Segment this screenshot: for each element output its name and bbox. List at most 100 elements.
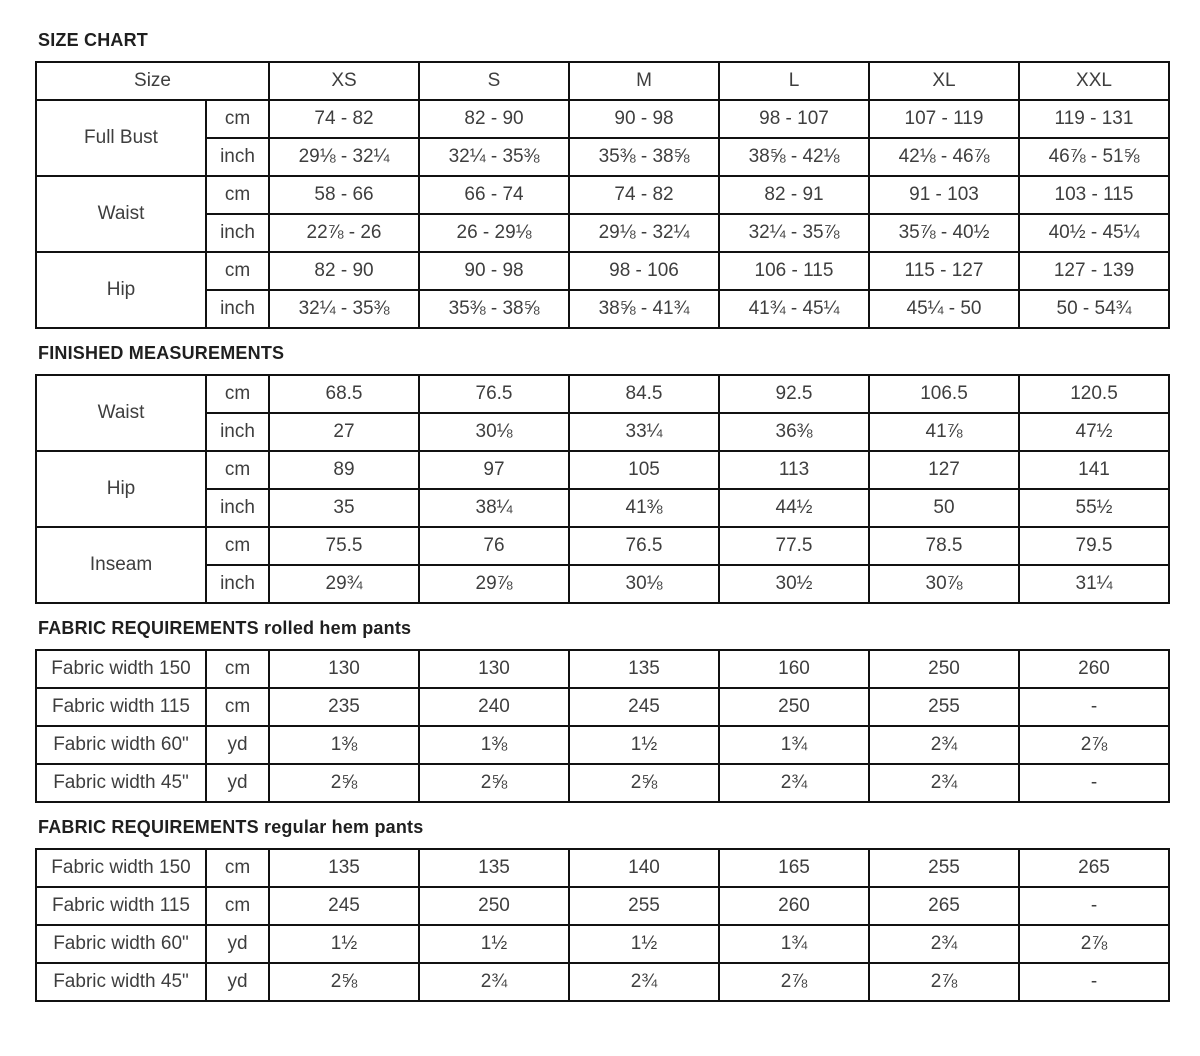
value-cell: 75.5 bbox=[268, 526, 420, 566]
value-cell: 255 bbox=[868, 687, 1020, 727]
value-cell: 76.5 bbox=[418, 374, 570, 414]
value-cell: 245 bbox=[568, 687, 720, 727]
value-cell: 38⅝ - 41¾ bbox=[568, 289, 720, 329]
value-cell: 135 bbox=[418, 848, 570, 888]
value-cell: 29⅛ - 32¼ bbox=[268, 137, 420, 177]
value-cell: 250 bbox=[718, 687, 870, 727]
value-cell: 1¾ bbox=[718, 924, 870, 964]
unit-label: inch bbox=[205, 412, 270, 452]
value-cell: 38⅝ - 42⅛ bbox=[718, 137, 870, 177]
value-cell: 41⅞ bbox=[868, 412, 1020, 452]
unit-label: cm bbox=[205, 251, 270, 291]
unit-label: cm bbox=[205, 450, 270, 490]
value-cell: 68.5 bbox=[268, 374, 420, 414]
value-cell: 47½ bbox=[1018, 412, 1170, 452]
value-cell: 30⅛ bbox=[568, 564, 720, 604]
value-cell: 2⅞ bbox=[868, 962, 1020, 1002]
measurement-label: Inseam bbox=[35, 526, 207, 604]
section-title: FABRIC REQUIREMENTS regular hem pants bbox=[38, 817, 1168, 837]
value-cell: 76.5 bbox=[568, 526, 720, 566]
section-size-chart: SIZE CHART Size XS S M L XL XXL Full Bust cm 74 -… bbox=[35, 30, 1170, 329]
fabric-width-label: Fabric width 45" bbox=[35, 962, 207, 1002]
value-cell: 32¼ - 35⅞ bbox=[718, 213, 870, 253]
value-cell: 46⅞ - 51⅝ bbox=[1018, 137, 1170, 177]
value-cell: 42⅛ - 46⅞ bbox=[868, 137, 1020, 177]
unit-label: cm bbox=[205, 687, 270, 727]
fabric-width-label: Fabric width 150 bbox=[35, 848, 207, 888]
value-cell: 36⅜ bbox=[718, 412, 870, 452]
value-cell: 55½ bbox=[1018, 488, 1170, 528]
size-header-row: Size XS S M L XL XXL bbox=[35, 61, 1170, 101]
value-cell: 90 - 98 bbox=[568, 99, 720, 139]
value-cell: 250 bbox=[868, 649, 1020, 689]
value-cell: 84.5 bbox=[568, 374, 720, 414]
value-cell: 127 - 139 bbox=[1018, 251, 1170, 291]
section-fabric-rolled-hem: FABRIC REQUIREMENTS rolled hem pants Fab… bbox=[35, 618, 1170, 803]
table-row: Fabric width 150 cm 135 135 140 165 255 265 bbox=[35, 848, 1170, 888]
value-cell: 2¾ bbox=[868, 924, 1020, 964]
value-cell: 2⅝ bbox=[268, 763, 420, 803]
table-row: inch 27 30⅛ 33¼ 36⅜ 41⅞ 47½ bbox=[36, 412, 1170, 452]
value-cell: 250 bbox=[418, 886, 570, 926]
section-title-suffix: rolled hem pants bbox=[258, 618, 412, 638]
value-cell: 50 bbox=[868, 488, 1020, 528]
value-cell: 35⅜ - 38⅝ bbox=[418, 289, 570, 329]
value-cell: 1½ bbox=[418, 924, 570, 964]
value-cell: 260 bbox=[718, 886, 870, 926]
value-cell: 35⅜ - 38⅝ bbox=[568, 137, 720, 177]
value-cell: 130 bbox=[418, 649, 570, 689]
value-cell: 82 - 90 bbox=[268, 251, 420, 291]
table-row: Hip cm 89 97 105 113 127 141 bbox=[35, 450, 1170, 528]
unit-label: cm bbox=[205, 99, 270, 139]
value-cell: 27 bbox=[268, 412, 420, 452]
table-row: Fabric width 150 cm 130 130 135 160 250 260 bbox=[35, 649, 1170, 689]
value-cell: 35 bbox=[268, 488, 420, 528]
value-cell: 135 bbox=[568, 649, 720, 689]
value-cell: 2⅝ bbox=[568, 763, 720, 803]
value-cell: 98 - 106 bbox=[568, 251, 720, 291]
unit-label: yd bbox=[205, 924, 270, 964]
measurement-label: Waist bbox=[35, 374, 207, 452]
value-cell: 44½ bbox=[718, 488, 870, 528]
section-title-main: SIZE CHART bbox=[38, 30, 148, 50]
size-column-header: S bbox=[418, 61, 570, 101]
table-row: Hip cm 82 - 90 90 - 98 98 - 106 106 - 115 115 … bbox=[35, 251, 1170, 329]
value-cell: 1½ bbox=[568, 725, 720, 765]
table-row: inch 35 38¼ 41⅜ 44½ 50 55½ bbox=[36, 488, 1170, 528]
value-cell: 260 bbox=[1018, 649, 1170, 689]
value-cell: 77.5 bbox=[718, 526, 870, 566]
value-cell: 2⅞ bbox=[718, 962, 870, 1002]
value-cell: 32¼ - 35⅜ bbox=[268, 289, 420, 329]
table-row: inch 29⅛ - 32¼ 32¼ - 35⅜ 35⅜ - 38⅝ 38⅝ - 42⅛… bbox=[36, 137, 1170, 177]
value-cell: 82 - 90 bbox=[418, 99, 570, 139]
fabric-regular-hem-table: Fabric width 150 cm 135 135 140 165 255 265 Fabr… bbox=[35, 848, 1170, 1002]
finished-measurements-table: Waist cm 68.5 76.5 84.5 92.5 106.5 120.5 inch 27 3… bbox=[35, 374, 1170, 604]
measurement-label: Hip bbox=[35, 251, 207, 329]
measurement-label: Full Bust bbox=[35, 99, 207, 177]
value-cell: 2¾ bbox=[868, 763, 1020, 803]
value-cell: 91 - 103 bbox=[868, 175, 1020, 215]
unit-label: yd bbox=[205, 725, 270, 765]
section-finished-measurements: FINISHED MEASUREMENTS Waist cm 68.5 76.5 84.… bbox=[35, 343, 1170, 604]
value-cell: 29¾ bbox=[268, 564, 420, 604]
value-cell: 2¾ bbox=[418, 962, 570, 1002]
value-cell: 89 bbox=[268, 450, 420, 490]
value-cell: 103 - 115 bbox=[1018, 175, 1170, 215]
unit-label: inch bbox=[205, 289, 270, 329]
value-cell: 140 bbox=[568, 848, 720, 888]
unit-label: yd bbox=[205, 763, 270, 803]
size-column-header: L bbox=[718, 61, 870, 101]
value-cell: - bbox=[1018, 763, 1170, 803]
unit-label: inch bbox=[205, 488, 270, 528]
value-cell: 82 - 91 bbox=[718, 175, 870, 215]
value-cell: 1⅜ bbox=[268, 725, 420, 765]
section-title-main: FINISHED MEASUREMENTS bbox=[38, 343, 285, 363]
size-column-header: M bbox=[568, 61, 720, 101]
value-cell: 2⅝ bbox=[268, 962, 420, 1002]
value-cell: 106.5 bbox=[868, 374, 1020, 414]
value-cell: 33¼ bbox=[568, 412, 720, 452]
value-cell: - bbox=[1018, 962, 1170, 1002]
value-cell: 240 bbox=[418, 687, 570, 727]
value-cell: 41⅜ bbox=[568, 488, 720, 528]
